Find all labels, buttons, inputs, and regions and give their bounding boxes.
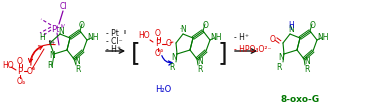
- Text: ⊕: ⊕: [31, 67, 35, 71]
- Text: O: O: [27, 66, 33, 75]
- Text: O: O: [310, 22, 316, 31]
- Text: R: R: [169, 63, 175, 72]
- Text: H: H: [288, 21, 294, 30]
- Text: ··: ··: [180, 27, 183, 32]
- Text: HO: HO: [138, 32, 150, 41]
- Text: O: O: [166, 40, 172, 49]
- Text: R: R: [304, 64, 310, 73]
- FancyArrowPatch shape: [28, 44, 55, 62]
- Text: N: N: [180, 26, 186, 35]
- Text: R: R: [47, 60, 53, 69]
- Text: R: R: [75, 64, 81, 73]
- Text: N: N: [278, 53, 284, 61]
- Text: - HPO₃O²⁻: - HPO₃O²⁻: [234, 45, 271, 54]
- Text: N: N: [58, 27, 64, 36]
- Text: - Cl⁻: - Cl⁻: [106, 37, 122, 46]
- Text: - H⁺: - H⁺: [234, 34, 249, 43]
- Text: NH: NH: [210, 34, 222, 43]
- Text: N: N: [74, 56, 80, 65]
- Text: N: N: [197, 56, 203, 65]
- Text: O: O: [79, 22, 85, 31]
- Text: N: N: [171, 53, 177, 61]
- Text: N: N: [49, 52, 55, 60]
- Text: R: R: [276, 63, 282, 72]
- Text: II: II: [124, 30, 127, 35]
- Text: IV: IV: [60, 24, 65, 29]
- Text: NH: NH: [317, 34, 329, 43]
- Text: ⊖: ⊖: [159, 49, 163, 53]
- Text: O: O: [17, 56, 23, 65]
- Text: O: O: [155, 50, 161, 58]
- Text: - Pt: - Pt: [106, 29, 119, 38]
- Text: O: O: [155, 30, 161, 39]
- Text: Cl: Cl: [59, 3, 67, 12]
- Text: O: O: [203, 22, 209, 31]
- FancyArrowPatch shape: [31, 46, 42, 65]
- Text: 8-oxo-G: 8-oxo-G: [280, 94, 319, 103]
- Text: R: R: [197, 64, 203, 73]
- Text: - H⁺: - H⁺: [106, 45, 121, 54]
- Text: O: O: [270, 35, 276, 44]
- Text: H₂O: H₂O: [155, 84, 171, 93]
- Text: HO: HO: [2, 60, 14, 69]
- Text: •: •: [47, 40, 51, 45]
- Text: P: P: [17, 66, 23, 75]
- Text: ]: ]: [217, 41, 227, 65]
- Text: N: N: [304, 56, 310, 65]
- Text: [: [: [131, 41, 141, 65]
- Text: Pt: Pt: [51, 25, 59, 34]
- Text: P: P: [155, 40, 161, 49]
- Text: H: H: [39, 33, 45, 42]
- FancyArrowPatch shape: [162, 56, 172, 65]
- Text: NH: NH: [87, 34, 99, 43]
- Text: ⊖: ⊖: [21, 81, 25, 85]
- Text: O: O: [17, 76, 23, 85]
- Text: δ+: δ+: [48, 41, 56, 46]
- Text: N: N: [288, 26, 294, 35]
